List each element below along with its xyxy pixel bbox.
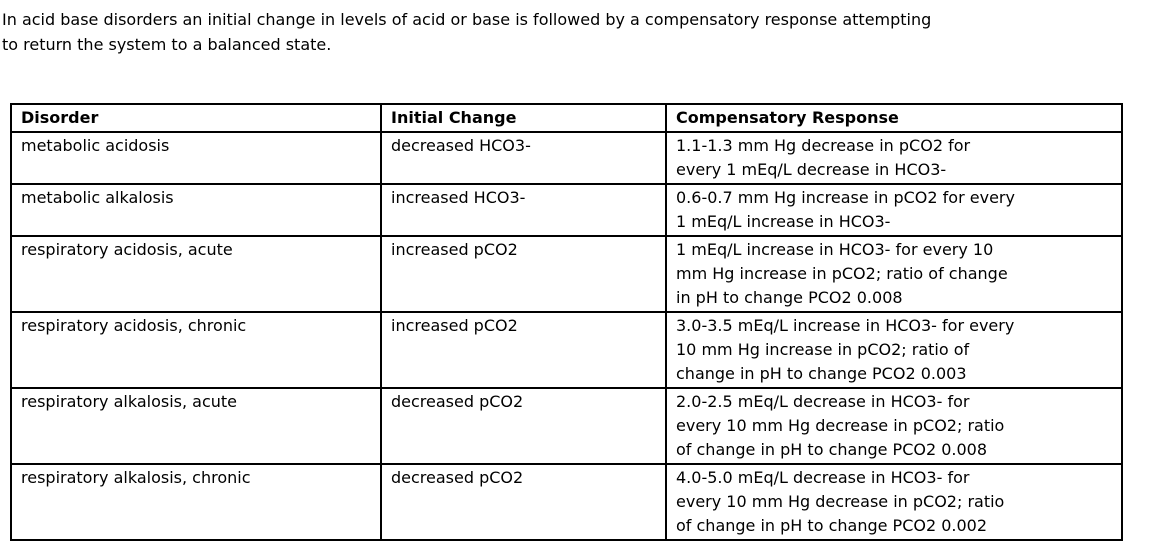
cell-initial-change: increased HCO3- [380, 183, 667, 237]
table-row-respiratory-acidosis-acute: respiratory acidosis, acute increased pC… [10, 235, 1123, 313]
cell-initial-change: decreased pCO2 [380, 387, 667, 465]
cell-disorder: respiratory alkalosis, acute [10, 387, 382, 465]
cell-compensatory-response: 4.0-5.0 mEq/L decrease in HCO3- for ever… [665, 463, 1123, 541]
cell-disorder: metabolic alkalosis [10, 183, 382, 237]
cell-disorder: respiratory acidosis, chronic [10, 311, 382, 389]
table-header-row: Disorder Initial Change Compensatory Res… [10, 103, 1123, 133]
cell-initial-change: increased pCO2 [380, 311, 667, 389]
cell-initial-change: increased pCO2 [380, 235, 667, 313]
table-row-metabolic-acidosis: metabolic acidosis decreased HCO3- 1.1-1… [10, 131, 1123, 185]
cell-compensatory-response: 0.6-0.7 mm Hg increase in pCO2 for every… [665, 183, 1123, 237]
document-page: In acid base disorders an initial change… [0, 7, 1173, 541]
table-row-metabolic-alkalosis: metabolic alkalosis increased HCO3- 0.6-… [10, 183, 1123, 237]
column-header-compensatory-response: Compensatory Response [665, 103, 1123, 133]
column-header-disorder: Disorder [10, 103, 382, 133]
table-row-respiratory-alkalosis-chronic: respiratory alkalosis, chronic decreased… [10, 463, 1123, 541]
table-row-respiratory-alkalosis-acute: respiratory alkalosis, acute decreased p… [10, 387, 1123, 465]
column-header-initial-change: Initial Change [380, 103, 667, 133]
intro-paragraph: In acid base disorders an initial change… [2, 7, 1173, 57]
cell-disorder: respiratory alkalosis, chronic [10, 463, 382, 541]
cell-initial-change: decreased HCO3- [380, 131, 667, 185]
cell-initial-change: decreased pCO2 [380, 463, 667, 541]
cell-disorder: respiratory acidosis, acute [10, 235, 382, 313]
intro-line-2: to return the system to a balanced state… [2, 35, 332, 54]
acid-base-disorders-table: Disorder Initial Change Compensatory Res… [10, 103, 1123, 541]
cell-compensatory-response: 1 mEq/L increase in HCO3- for every 10 m… [665, 235, 1123, 313]
cell-compensatory-response: 1.1-1.3 mm Hg decrease in pCO2 for every… [665, 131, 1123, 185]
intro-line-1: In acid base disorders an initial change… [2, 10, 932, 29]
table-row-respiratory-acidosis-chronic: respiratory acidosis, chronic increased … [10, 311, 1123, 389]
cell-compensatory-response: 2.0-2.5 mEq/L decrease in HCO3- for ever… [665, 387, 1123, 465]
cell-compensatory-response: 3.0-3.5 mEq/L increase in HCO3- for ever… [665, 311, 1123, 389]
cell-disorder: metabolic acidosis [10, 131, 382, 185]
